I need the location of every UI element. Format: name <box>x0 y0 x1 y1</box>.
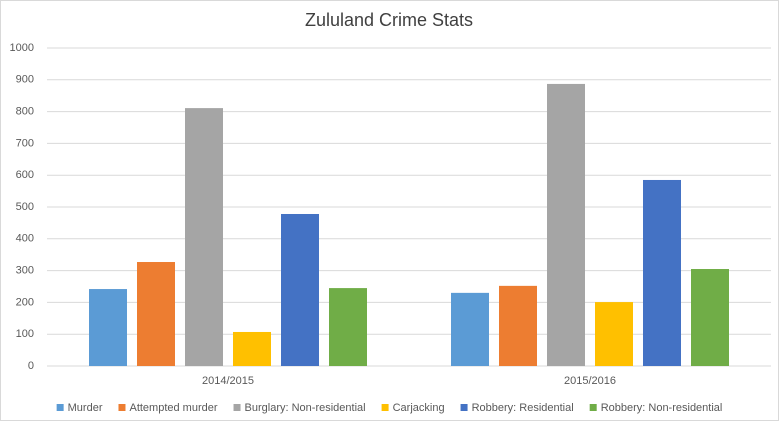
bar <box>89 289 127 366</box>
y-tick-label: 200 <box>16 296 34 308</box>
bar <box>281 213 319 366</box>
bar <box>499 285 537 366</box>
bar <box>137 262 175 366</box>
bar <box>451 292 489 366</box>
y-tick-label: 400 <box>16 233 34 245</box>
y-tick-label: 100 <box>16 328 34 340</box>
legend-swatch <box>56 404 64 411</box>
legend-label: Burglary: Non-residential <box>245 402 366 414</box>
chart-title: Zululand Crime Stats <box>305 10 473 30</box>
legend-label: Robbery: Residential <box>472 402 574 414</box>
bar <box>329 288 367 366</box>
legend-swatch <box>460 404 468 411</box>
y-tick-label: 300 <box>16 265 34 277</box>
bar <box>547 83 585 367</box>
legend-swatch <box>118 404 126 411</box>
bar <box>595 302 633 366</box>
legend-swatch <box>589 404 597 411</box>
y-tick-label: 1000 <box>10 42 34 54</box>
x-tick-label: 2014/2015 <box>202 375 254 387</box>
legend-swatch <box>381 404 389 411</box>
bar <box>643 179 681 366</box>
bar <box>691 269 729 366</box>
bar <box>185 108 223 367</box>
legend-swatch <box>233 404 241 411</box>
legend-label: Attempted murder <box>129 402 217 414</box>
y-tick-label: 700 <box>16 137 34 149</box>
y-tick-label: 900 <box>16 74 34 86</box>
legend-label: Robbery: Non-residential <box>601 402 723 414</box>
y-tick-label: 500 <box>16 201 34 213</box>
bar <box>233 331 271 366</box>
y-tick-label: 800 <box>16 106 34 118</box>
y-tick-label: 600 <box>16 169 34 181</box>
x-tick-label: 2015/2016 <box>564 375 616 387</box>
legend-label: Carjacking <box>393 402 445 414</box>
legend-label: Murder <box>68 402 103 414</box>
y-tick-label: 0 <box>28 360 34 372</box>
